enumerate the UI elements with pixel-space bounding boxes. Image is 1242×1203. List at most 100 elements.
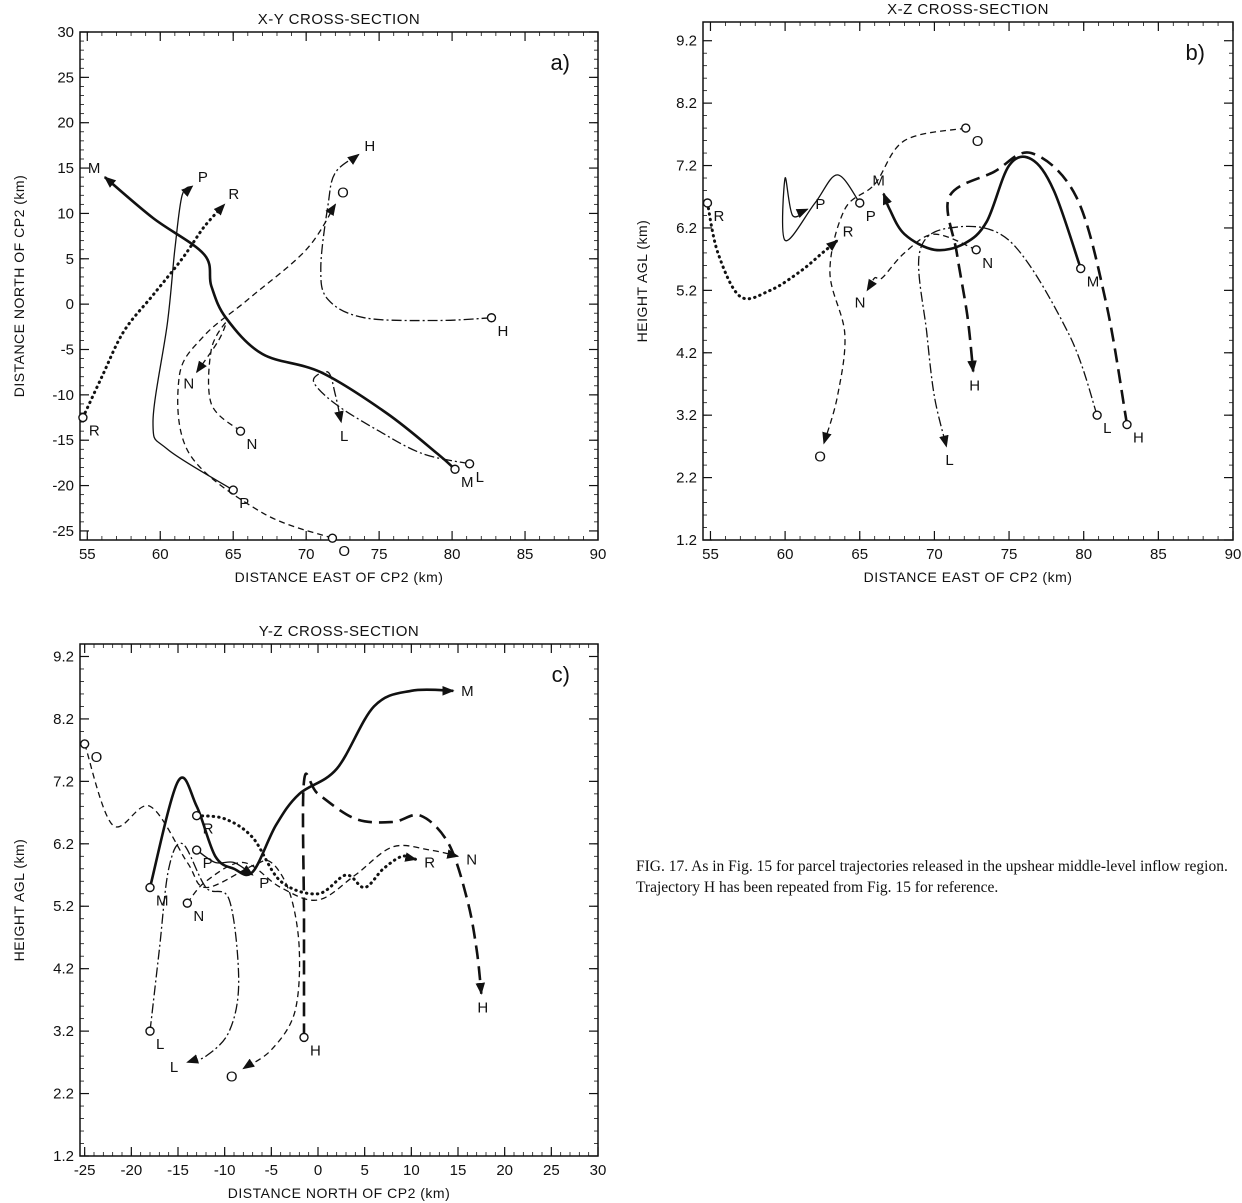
x-tick-label: 15 bbox=[450, 1162, 467, 1179]
trajectory-start-H bbox=[486, 313, 497, 323]
y-tick-label: 3.2 bbox=[676, 407, 697, 424]
x-tick-label: 70 bbox=[926, 546, 943, 563]
x-tick-label: 20 bbox=[496, 1162, 513, 1179]
x-tick-label: -15 bbox=[167, 1162, 189, 1179]
trajectory-M bbox=[103, 176, 456, 471]
start-label-L: L bbox=[476, 469, 484, 486]
x-tick-label: 25 bbox=[543, 1162, 560, 1179]
trajectory-start-H bbox=[299, 1032, 309, 1043]
end-label-P: P bbox=[198, 169, 208, 186]
x-tick-label: 55 bbox=[702, 546, 719, 563]
x-tick-label: 75 bbox=[1001, 546, 1018, 563]
trajectory-start-M bbox=[450, 464, 460, 474]
trajectory-P bbox=[781, 174, 861, 242]
trajectory-M bbox=[148, 685, 455, 888]
end-label-R: R bbox=[228, 186, 239, 203]
y-tick-label: 1.2 bbox=[676, 532, 697, 549]
trajectory-start-O bbox=[327, 533, 338, 543]
end-label-P: P bbox=[259, 875, 269, 892]
start-label-H: H bbox=[1133, 430, 1144, 447]
trajectory-start-P bbox=[855, 198, 865, 208]
x-tick-label: 65 bbox=[225, 546, 242, 563]
start-label-N: N bbox=[982, 255, 993, 272]
x-axis-label: DISTANCE NORTH OF CP2 (km) bbox=[228, 1185, 451, 1201]
end-label-H: H bbox=[969, 377, 980, 394]
trajectory-H bbox=[946, 151, 1129, 425]
y-tick-label: -5 bbox=[61, 342, 74, 359]
trajectory-start-M bbox=[1076, 263, 1086, 274]
y-tick-label: 8.2 bbox=[676, 95, 697, 112]
x-tick-label: 90 bbox=[590, 546, 607, 563]
start-label-M: M bbox=[156, 893, 169, 910]
end-label-M: M bbox=[872, 173, 885, 190]
trajectory-P bbox=[196, 849, 254, 876]
panel-title: Y-Z CROSS-SECTION bbox=[259, 623, 419, 640]
y-tick-label: 10 bbox=[57, 205, 74, 222]
trajectory-start-P bbox=[191, 845, 202, 855]
y-tick-label: 9.2 bbox=[676, 33, 697, 50]
x-tick-label: 0 bbox=[314, 1162, 322, 1179]
trajectory-start-P bbox=[228, 485, 238, 495]
start-label-R: R bbox=[203, 821, 214, 838]
trajectory-start-R bbox=[78, 412, 88, 423]
y-tick-label: 3.2 bbox=[53, 1023, 74, 1040]
panel-letter: a) bbox=[550, 50, 570, 75]
x-tick-label: 55 bbox=[79, 546, 96, 563]
start-label-N: N bbox=[193, 908, 204, 925]
y-tick-label: -10 bbox=[52, 387, 74, 404]
y-tick-label: 25 bbox=[57, 69, 74, 86]
trajectory-start-N bbox=[235, 426, 246, 436]
panel-title: X-Y CROSS-SECTION bbox=[258, 11, 420, 28]
start-label-P: P bbox=[203, 855, 213, 872]
y-tick-label: 7.2 bbox=[53, 773, 74, 790]
end-label-L: L bbox=[340, 428, 348, 445]
start-label-P: P bbox=[239, 495, 249, 512]
x-tick-label: 80 bbox=[1075, 546, 1092, 563]
chart-panel-1: 55 60 65 70 75 80 85 90 -25 -20 -15 -10 -5 0 5 10 15 20 25… bbox=[11, 11, 606, 585]
y-tick-label: 7.2 bbox=[676, 158, 697, 175]
end-label-O: O bbox=[814, 449, 826, 466]
trajectory-start-O bbox=[79, 739, 90, 749]
y-tick-label: 2.2 bbox=[53, 1086, 74, 1103]
y-tick-label: 15 bbox=[57, 160, 74, 177]
start-label-H: H bbox=[310, 1042, 321, 1059]
y-tick-label: 4.2 bbox=[53, 961, 74, 978]
trajectory-R bbox=[195, 814, 418, 896]
end-label-M: M bbox=[461, 683, 474, 700]
start-label-O: O bbox=[972, 133, 984, 150]
end-label-L: L bbox=[945, 452, 953, 469]
y-axis-label: DISTANCE NORTH OF CP2 (km) bbox=[11, 175, 27, 398]
x-tick-label: -25 bbox=[74, 1162, 96, 1179]
end-label-H: H bbox=[477, 1000, 488, 1017]
x-tick-label: 85 bbox=[1150, 546, 1167, 563]
trajectory-start-N bbox=[971, 245, 981, 255]
x-axis-label: DISTANCE EAST OF CP2 (km) bbox=[864, 569, 1073, 585]
trajectory-L bbox=[312, 371, 470, 465]
trajectory-R bbox=[81, 202, 226, 419]
trajectory-start-M bbox=[145, 882, 155, 893]
panel-letter: b) bbox=[1185, 40, 1205, 65]
start-label-N: N bbox=[247, 436, 258, 453]
start-label-R: R bbox=[89, 423, 100, 440]
x-tick-label: 70 bbox=[298, 546, 315, 563]
y-tick-label: 6.2 bbox=[676, 220, 697, 237]
x-tick-label: 85 bbox=[517, 546, 534, 563]
start-label-R: R bbox=[713, 208, 724, 225]
end-label-O: O bbox=[337, 185, 349, 202]
y-tick-label: 5.2 bbox=[676, 282, 697, 299]
trajectory-O bbox=[177, 203, 337, 539]
x-tick-label: 75 bbox=[371, 546, 388, 563]
trajectory-N bbox=[866, 233, 977, 292]
x-tick-label: 60 bbox=[152, 546, 169, 563]
trajectory-start-R bbox=[702, 198, 713, 208]
plot-frame bbox=[702, 21, 1234, 541]
trajectory-H bbox=[320, 153, 492, 322]
y-axis-label: HEIGHT AGL (km) bbox=[11, 839, 27, 962]
start-label-P: P bbox=[866, 208, 876, 225]
end-label-R: R bbox=[424, 854, 435, 871]
plot-frame bbox=[79, 643, 599, 1157]
trajectory-L bbox=[149, 842, 240, 1064]
x-axis-label: DISTANCE EAST OF CP2 (km) bbox=[235, 569, 444, 585]
x-tick-label: -20 bbox=[120, 1162, 142, 1179]
trajectory-O bbox=[822, 127, 966, 445]
